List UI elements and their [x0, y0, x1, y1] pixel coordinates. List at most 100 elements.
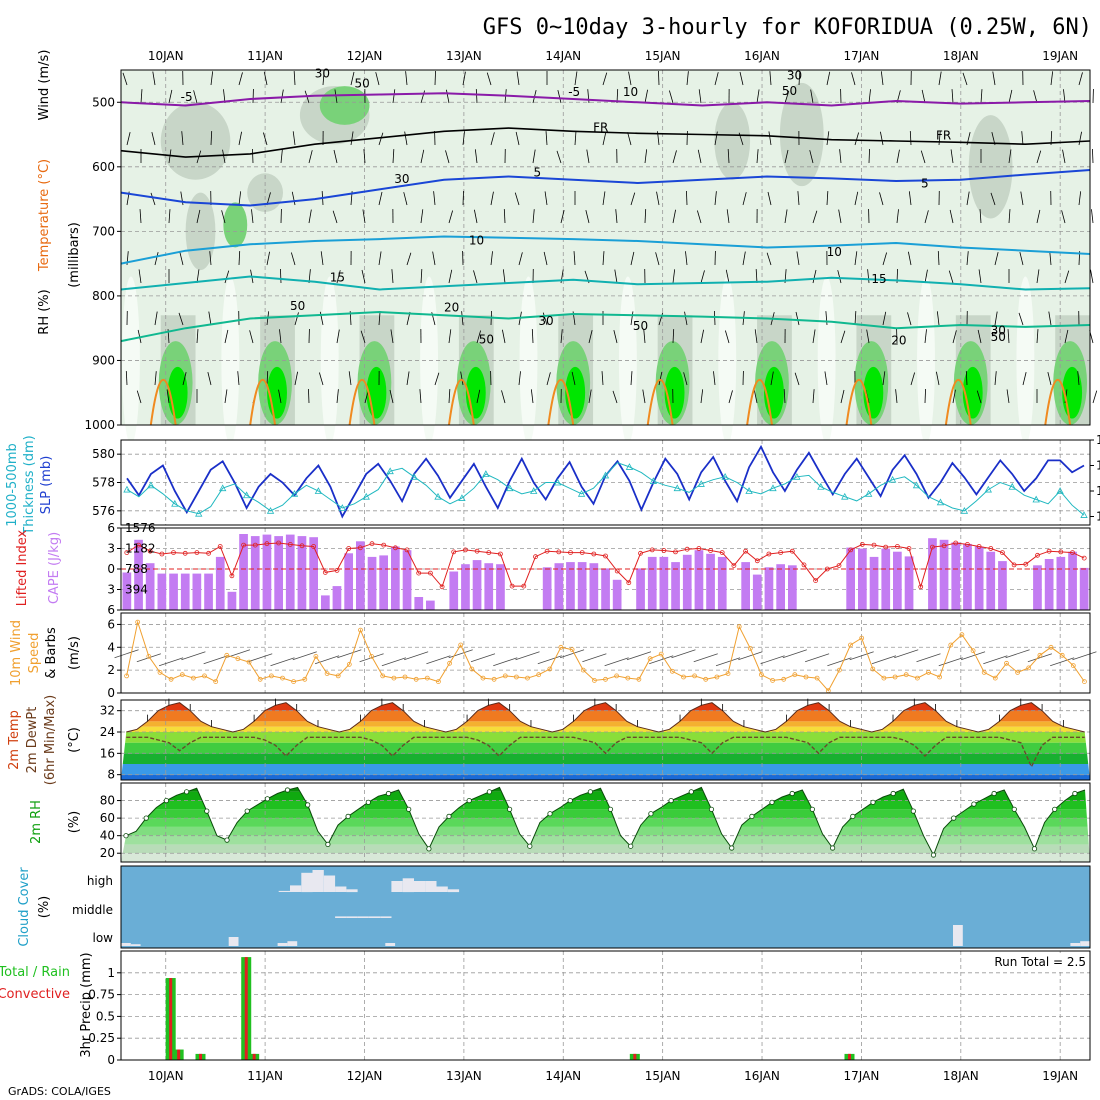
legend-convective: Convective: [0, 987, 70, 1002]
surface-wind-barb: [1005, 649, 1030, 659]
legend-thickness-1: 1000-500mb: [5, 443, 20, 527]
wind-barb: [1049, 251, 1052, 266]
wind-barb: [797, 191, 800, 206]
wind-barb: [826, 71, 831, 86]
cloud-bar-low: [287, 941, 298, 946]
cape-lifted-index-panel: 6 3 0 3 6 394 788 1182 1576 Lifted Index CAPE (J/k…: [15, 521, 1091, 617]
wind-barb: [698, 89, 702, 104]
li-marker: [1058, 549, 1064, 555]
wind-barb: [152, 71, 156, 86]
li-marker: [731, 563, 737, 568]
wind-speed-marker: [781, 676, 787, 682]
wind-speed-marker: [647, 656, 653, 662]
wind-barb: [168, 209, 171, 224]
wind-barb: [290, 252, 296, 266]
rh-marker: [406, 806, 412, 812]
cape-bar: [647, 556, 657, 610]
surface-wind-barb: [493, 657, 518, 667]
wind-barb: [952, 389, 956, 404]
legend-total-rain: Total / Rain: [0, 965, 70, 980]
li-marker: [171, 550, 176, 555]
y-tick-label: 3: [107, 542, 115, 556]
surface-wind-barb: [470, 653, 496, 663]
legend-thickness-2: Thickness (dm): [22, 435, 37, 535]
date-label-bottom: 18JAN: [943, 1069, 979, 1083]
wind-barb: [825, 311, 828, 326]
legend-temperature: Temperature (°C): [37, 159, 52, 272]
cape-bar: [986, 551, 996, 610]
rh-marker: [971, 801, 977, 807]
wind-barb: [332, 210, 338, 224]
thickness-marker: [1032, 495, 1040, 503]
wind-barb: [978, 269, 982, 284]
wind-speed-marker: [514, 674, 519, 680]
wind-barb: [308, 389, 310, 404]
legend-barbs: & Barbs: [44, 627, 59, 679]
wind-barb: [501, 390, 506, 404]
wind-barb: [490, 251, 493, 266]
rh-marker: [345, 813, 351, 820]
wind-barb: [727, 149, 730, 164]
wind-barb: [574, 71, 578, 86]
wind-barb: [224, 389, 228, 404]
legend-cloud-units: (%): [37, 896, 52, 919]
li-marker: [556, 549, 562, 555]
wind-barb: [224, 270, 230, 284]
li-marker: [182, 550, 188, 556]
thickness-marker: [123, 485, 131, 493]
wind-barb: [445, 150, 450, 164]
wind-barb: [938, 71, 942, 86]
temp-contour-2: [120, 169, 1091, 207]
wind-barb: [724, 330, 730, 344]
wind-barb: [966, 191, 970, 206]
wind-barb: [419, 389, 422, 404]
wind-barb: [350, 131, 354, 146]
li-marker: [404, 547, 410, 553]
li-marker: [439, 584, 445, 590]
wind-barb: [532, 209, 535, 224]
wind-barb: [697, 149, 702, 164]
rh-band: [121, 826, 1090, 836]
cape-bar: [671, 562, 680, 610]
li-marker: [906, 546, 912, 551]
li-marker: [591, 551, 597, 557]
li-line: [126, 542, 1085, 589]
wind-barb: [976, 390, 982, 404]
rh-marker: [1052, 806, 1058, 812]
rh-dry-column: [718, 276, 737, 445]
legend-2m-rh: 2m RH: [29, 800, 44, 844]
wind-speed-marker: [992, 675, 998, 681]
rh-contour-label: 50: [479, 333, 494, 347]
wind-barb: [154, 252, 159, 266]
cape-bar: [764, 567, 774, 610]
cape-bar: [239, 534, 248, 610]
legend-2m-dewpt: 2m DewPt: [25, 707, 40, 774]
date-label-top: 14JAN: [545, 49, 581, 63]
wind-barb: [1077, 371, 1080, 386]
wind-barb: [544, 191, 548, 206]
surface-wind-barb: [582, 653, 607, 663]
wind-barb: [924, 389, 926, 404]
wind-speed-marker: [703, 676, 709, 682]
wind-barb: [794, 372, 800, 386]
wind-barb: [766, 252, 772, 266]
cape-bar: [939, 539, 949, 610]
cape-tick-label: 394: [125, 583, 148, 597]
surface-wind-barb: [537, 655, 562, 665]
date-label-top: 16JAN: [744, 49, 780, 63]
wind-barb: [879, 192, 884, 206]
surface-wind-barb: [871, 655, 897, 665]
series-thickness: [126, 462, 1085, 516]
y-tick-label: 900: [92, 353, 115, 367]
wind-barb: [812, 389, 815, 404]
wind-speed-marker: [1048, 644, 1054, 650]
wind-speed-marker: [447, 660, 453, 666]
wind-speed-marker: [580, 667, 586, 673]
wind-barb: [948, 270, 954, 284]
wind-barb: [838, 209, 842, 224]
wind-barb: [753, 389, 758, 404]
wind-barb: [138, 269, 142, 284]
cloud-bar-high: [290, 885, 302, 892]
